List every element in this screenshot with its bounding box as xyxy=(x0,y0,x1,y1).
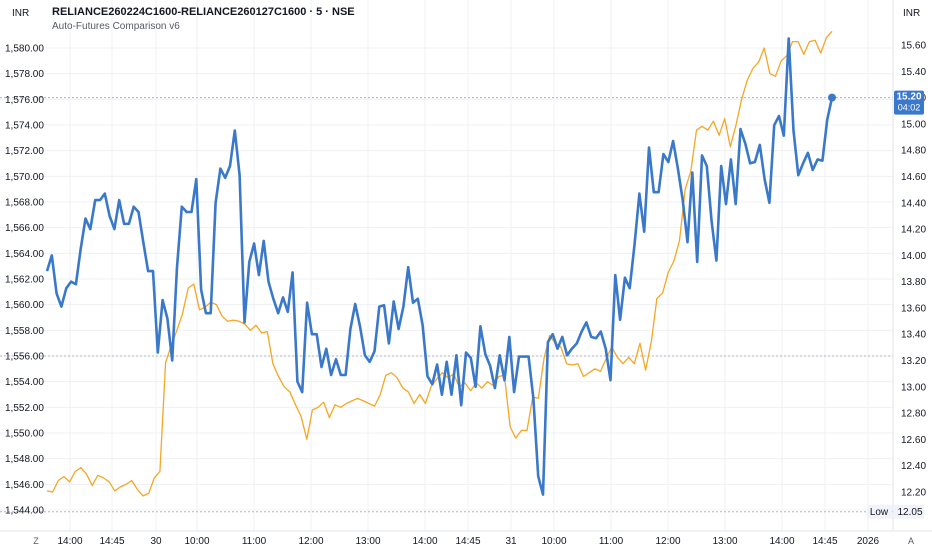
left-tick-label: 1,570.00 xyxy=(5,172,44,183)
right-tick-label: 13.00 xyxy=(901,382,926,393)
right-tick-label: 14.60 xyxy=(901,172,926,183)
last-price-tag: 15.20 04:02 xyxy=(894,90,924,115)
time-tick-label: 2026 xyxy=(857,536,880,547)
grid-lines xyxy=(0,0,893,531)
auto-scale-button[interactable]: A xyxy=(908,536,914,546)
left-tick-label: 1,560.00 xyxy=(5,300,44,311)
left-tick-label: 1,576.00 xyxy=(5,95,44,106)
time-tick-label: 12:00 xyxy=(655,536,680,547)
right-tick-label: 15.40 xyxy=(901,67,926,78)
right-tick-label: 13.40 xyxy=(901,330,926,341)
time-tick-label: 12:00 xyxy=(298,536,323,547)
right-tick-label: 14.00 xyxy=(901,251,926,262)
time-tick-label: 14:45 xyxy=(812,536,837,547)
right-tick-label: 15.00 xyxy=(901,119,926,130)
left-tick-label: 1,550.00 xyxy=(5,429,44,440)
right-tick-label: 13.60 xyxy=(901,303,926,314)
right-tick-label: 12.60 xyxy=(901,435,926,446)
left-tick-label: 1,546.00 xyxy=(5,480,44,491)
chart-title: RELIANCE260224C1600-RELIANCE260127C1600 … xyxy=(52,6,355,18)
left-axis-unit: INR xyxy=(12,8,29,19)
indicator-name: Auto-Futures Comparison v6 xyxy=(52,21,180,32)
right-tick-label: 13.20 xyxy=(901,356,926,367)
right-tick-label: 14.40 xyxy=(901,198,926,209)
time-tick-label: 31 xyxy=(505,536,517,547)
time-tick-label: 11:00 xyxy=(599,536,624,547)
right-tick-label: 12.40 xyxy=(901,461,926,472)
series-line-orange xyxy=(46,30,833,497)
left-tick-label: 1,558.00 xyxy=(5,326,44,337)
right-tick-label: 12.80 xyxy=(901,409,926,420)
time-tick-label: 10:00 xyxy=(541,536,566,547)
right-axis-unit: INR xyxy=(903,8,920,19)
time-tick-label: 11:00 xyxy=(242,536,267,547)
left-tick-label: 1,554.00 xyxy=(5,377,44,388)
time-tick-label: 13:00 xyxy=(355,536,380,547)
low-label: Low 12.05 xyxy=(867,504,924,519)
low-label-value: 12.05 xyxy=(897,507,922,518)
left-tick-label: 1,572.00 xyxy=(5,146,44,157)
right-tick-label: 15.60 xyxy=(901,41,926,52)
left-tick-label: 1,578.00 xyxy=(5,69,44,80)
left-tick-label: 1,574.00 xyxy=(5,121,44,132)
time-tick-label: 13:00 xyxy=(712,536,737,547)
series-line-blue xyxy=(45,37,834,496)
right-tick-label: 12.20 xyxy=(901,488,926,499)
left-tick-label: 1,562.00 xyxy=(5,275,44,286)
time-tick-label: 14:00 xyxy=(412,536,437,547)
left-tick-label: 1,568.00 xyxy=(5,198,44,209)
right-tick-label: 13.80 xyxy=(901,277,926,288)
time-axis[interactable]: 14:00 14:45 30 10:00 11:00 12:00 13:00 14:00 14:… xyxy=(57,536,879,547)
low-label-text: Low xyxy=(870,507,889,518)
right-tick-label: 14.20 xyxy=(901,225,926,236)
time-tick-label: 14:00 xyxy=(57,536,82,547)
time-tick-label: 14:45 xyxy=(455,536,480,547)
time-tick-label: 30 xyxy=(150,536,162,547)
left-tick-label: 1,566.00 xyxy=(5,223,44,234)
countdown-timer: 04:02 xyxy=(898,103,921,113)
timezone-button[interactable]: Z xyxy=(33,536,39,546)
left-tick-label: 1,564.00 xyxy=(5,249,44,260)
right-tick-label: 14.80 xyxy=(901,146,926,157)
left-tick-label: 1,580.00 xyxy=(5,44,44,55)
left-tick-label: 1,544.00 xyxy=(5,506,44,517)
time-tick-label: 14:00 xyxy=(769,536,794,547)
left-tick-label: 1,552.00 xyxy=(5,403,44,414)
left-tick-label: 1,556.00 xyxy=(5,352,44,363)
time-tick-label: 14:45 xyxy=(99,536,124,547)
left-tick-label: 1,548.00 xyxy=(5,454,44,465)
last-point-marker xyxy=(828,93,836,102)
time-tick-label: 10:00 xyxy=(184,536,209,547)
left-axis[interactable]: 1,544.00 1,546.00 1,548.00 1,550.00 1,552.00… xyxy=(5,44,44,517)
last-price-value: 15.20 xyxy=(896,92,921,103)
